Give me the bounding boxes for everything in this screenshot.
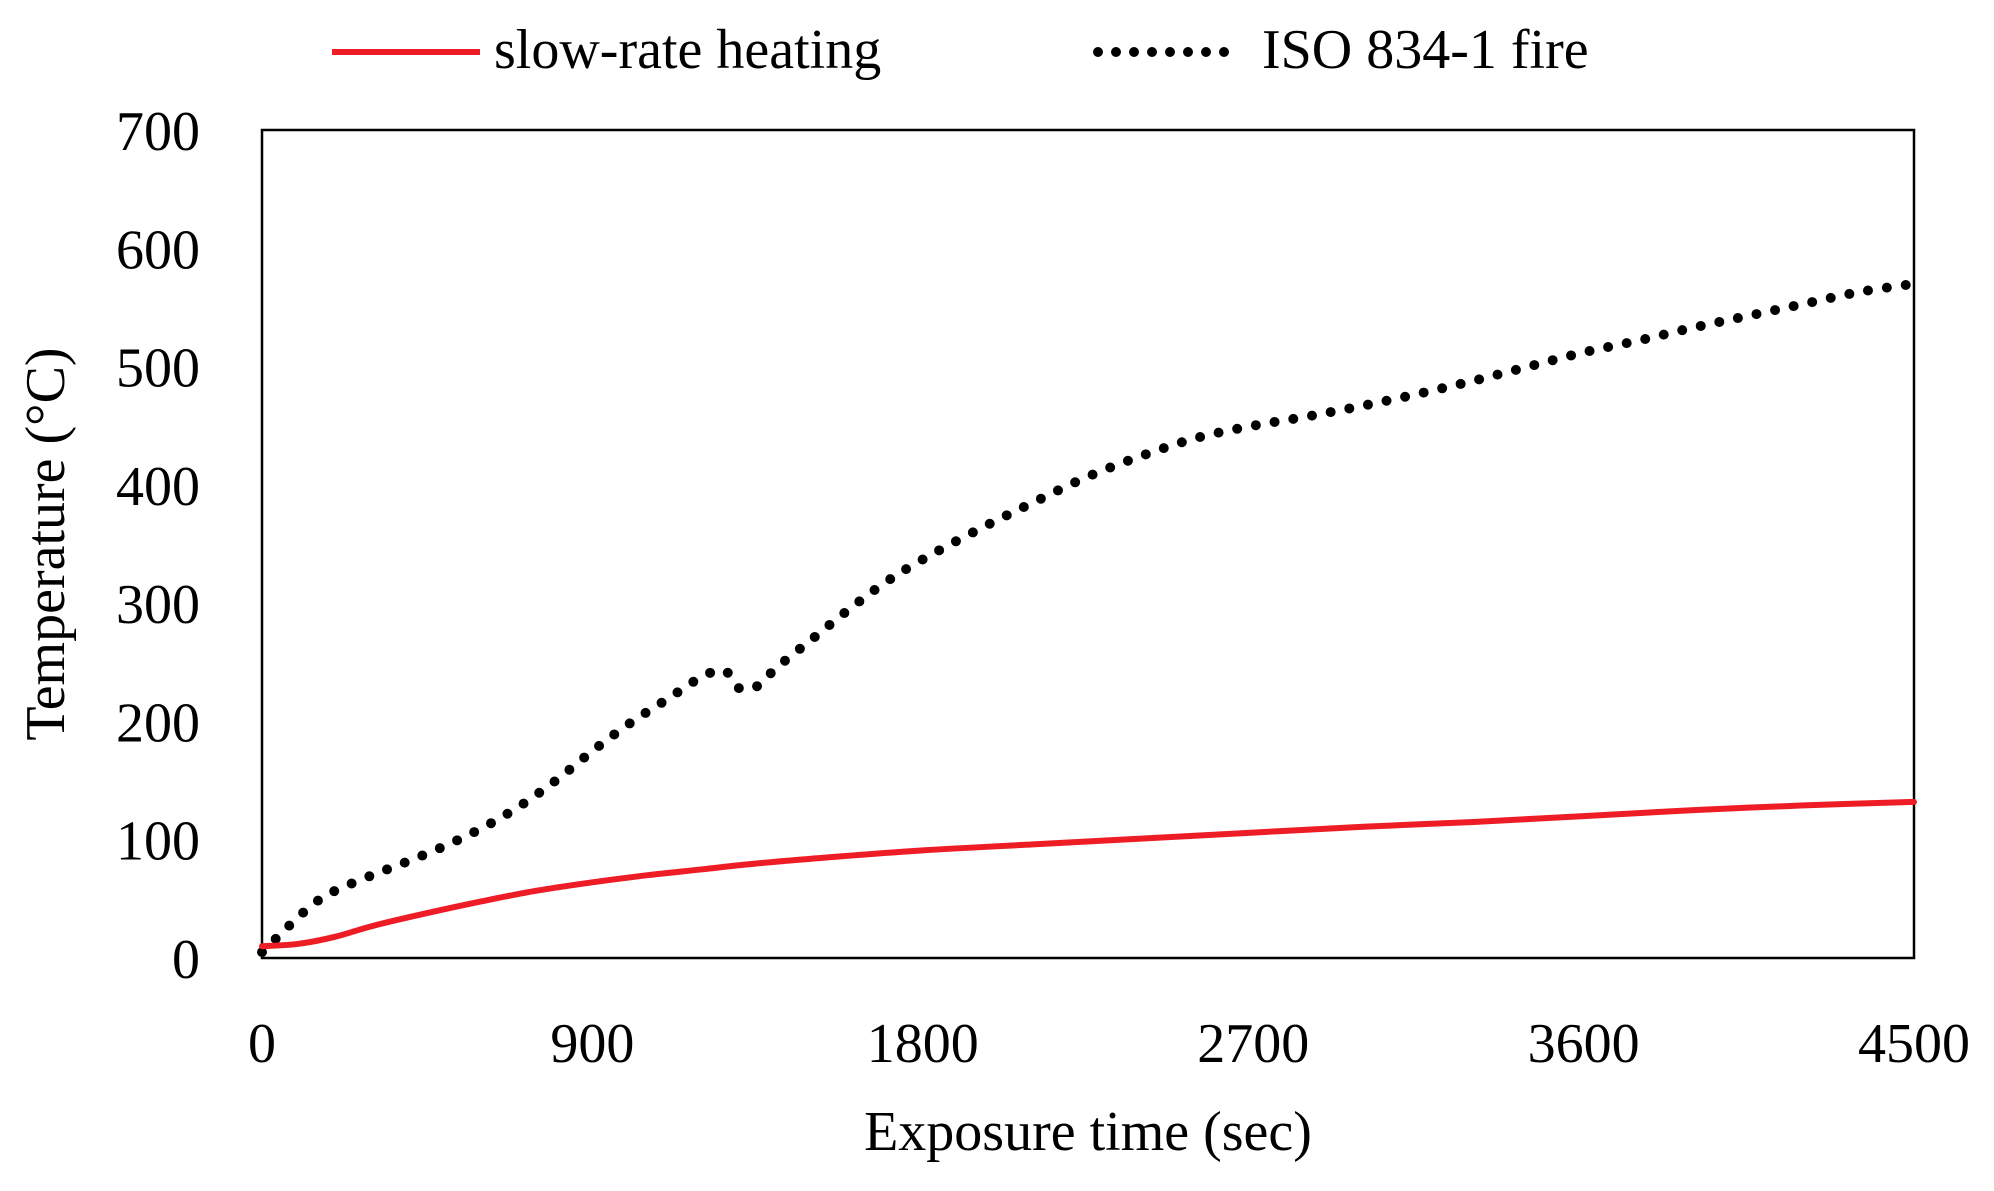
x-tick-label: 0 bbox=[248, 1013, 276, 1075]
x-axis-title: Exposure time (sec) bbox=[864, 1101, 1312, 1163]
x-tick-label: 1800 bbox=[867, 1013, 979, 1075]
x-tick-label: 900 bbox=[550, 1013, 634, 1075]
y-tick-label: 300 bbox=[116, 574, 200, 636]
y-tick-label: 100 bbox=[116, 811, 200, 873]
legend: slow-rate heating ISO 834-1 fire bbox=[332, 19, 1589, 81]
legend-label-slow-rate-heating: slow-rate heating bbox=[494, 19, 881, 81]
legend-label-iso-834-1-fire: ISO 834-1 fire bbox=[1262, 19, 1589, 81]
x-tick-label: 2700 bbox=[1197, 1013, 1309, 1075]
y-tick-label: 200 bbox=[116, 692, 200, 754]
y-tick-label: 400 bbox=[116, 456, 200, 518]
plot-area bbox=[260, 128, 1916, 960]
y-axis-title: Temperature (°C) bbox=[15, 347, 77, 740]
x-tick-label: 4500 bbox=[1858, 1013, 1970, 1075]
y-tick-label: 0 bbox=[172, 929, 200, 991]
y-tick-label: 700 bbox=[116, 101, 200, 163]
x-tick-label: 3600 bbox=[1528, 1013, 1640, 1075]
series-line-slow-rate-heating bbox=[259, 798, 1917, 950]
y-tick-label: 600 bbox=[116, 219, 200, 281]
y-tick-label: 500 bbox=[116, 338, 200, 400]
y-axis-tick-labels: 0 100 200 300 400 500 600 700 bbox=[116, 101, 200, 991]
x-axis-tick-labels: 0 900 1800 2700 3600 4500 bbox=[248, 1013, 1970, 1075]
series-layer bbox=[257, 278, 1919, 958]
series-line-iso-834-1-fire bbox=[257, 278, 1919, 958]
